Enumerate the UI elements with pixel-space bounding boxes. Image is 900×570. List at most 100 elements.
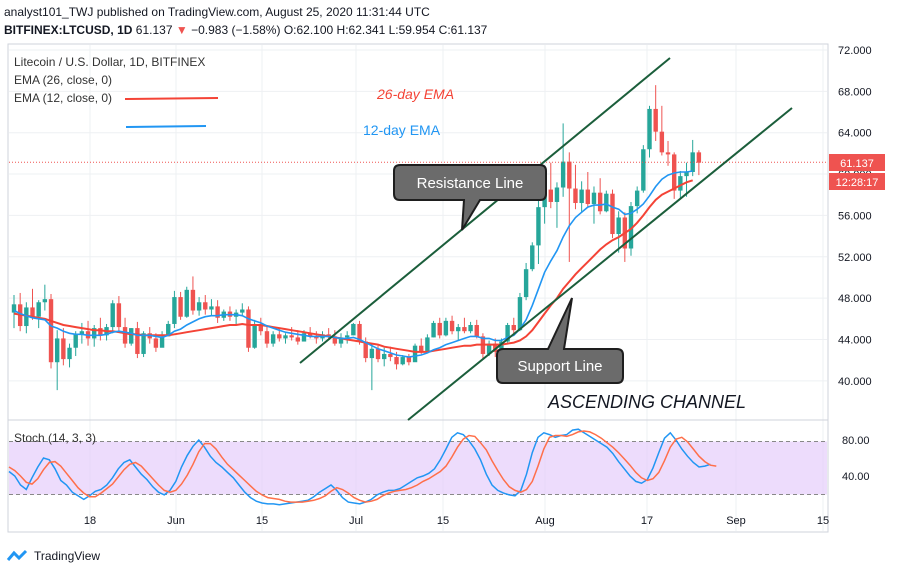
candle-body <box>141 333 146 354</box>
tradingview-footer[interactable]: TradingView <box>6 548 100 564</box>
candle-body <box>36 302 41 317</box>
candle-body <box>560 161 566 188</box>
candle-body <box>270 334 276 344</box>
candle-body <box>425 337 430 352</box>
candle-body <box>122 327 128 344</box>
candle-body <box>375 348 381 360</box>
candle-body <box>61 338 66 360</box>
ohlc-open: O:62.100 <box>283 23 334 37</box>
candle-body <box>79 331 85 335</box>
candle-body <box>388 353 393 358</box>
chart-title: Litecoin / U.S. Dollar, 1D, BITFINEX <box>14 55 205 69</box>
candle-body <box>511 325 516 331</box>
publish-info: analyst101_TWJ published on TradingView.… <box>4 5 430 19</box>
candle-body <box>536 207 541 246</box>
candle-body <box>184 289 189 317</box>
y-tick-label: 68.000 <box>838 86 872 98</box>
y-tick-label: 64.000 <box>838 128 872 140</box>
candle-body <box>258 325 263 332</box>
candle-body <box>499 341 504 352</box>
y-tick-label: 48.000 <box>838 293 872 305</box>
candle-body <box>338 337 344 344</box>
candle-body <box>48 299 54 363</box>
candle-body <box>351 323 356 336</box>
candle-body <box>203 302 208 310</box>
candle-body <box>159 336 165 348</box>
support-channel-line <box>407 107 793 421</box>
candle-body <box>394 357 399 365</box>
candle-body <box>110 303 115 328</box>
stoch-band <box>9 441 827 495</box>
candle-body <box>634 190 640 207</box>
candle-body <box>641 149 646 191</box>
candle-body <box>400 357 405 365</box>
ema26-legend-swatch <box>124 97 219 100</box>
candle-body <box>678 176 683 191</box>
candle-body <box>11 304 17 313</box>
candle-body <box>431 322 436 338</box>
y-tick-label: 52.000 <box>838 252 872 264</box>
resistance-callout: Resistance Line <box>393 164 547 231</box>
candle-body <box>215 306 220 318</box>
countdown-tag <box>829 173 885 190</box>
resistance-label: Resistance Line <box>417 175 524 192</box>
candle-body <box>295 337 301 342</box>
price-tag <box>829 154 885 171</box>
candle-body <box>462 327 467 332</box>
candle-body <box>246 309 251 348</box>
candle-body <box>449 320 455 332</box>
candle-body <box>579 189 584 204</box>
candle-body <box>129 328 134 344</box>
candle-body <box>277 334 282 339</box>
stoch-y-tick-label: 40.00 <box>842 471 870 483</box>
x-tick-label: Sep <box>726 515 746 527</box>
candle-body <box>585 189 591 205</box>
candle-body <box>443 320 449 336</box>
y-tick-label: 44.000 <box>838 334 872 346</box>
candle-body <box>493 343 498 352</box>
candle-body <box>505 325 510 342</box>
candle-body <box>665 152 671 155</box>
candle-body <box>42 299 48 303</box>
x-tick-label: 17 <box>641 515 653 527</box>
symbol-line: BITFINEX:LTCUSD, 1D 61.137 ▼ −0.983 (−1.… <box>4 23 487 37</box>
candle-body <box>456 327 461 332</box>
candle-body <box>307 333 313 337</box>
candle-body <box>135 328 140 354</box>
candle-body <box>382 353 387 360</box>
down-arrow-icon: ▼ <box>175 23 188 37</box>
x-tick-label: 15 <box>437 515 449 527</box>
ema12-line <box>13 170 693 358</box>
candle-body <box>326 334 331 337</box>
candle-body <box>240 309 245 313</box>
candle-body <box>647 108 652 150</box>
y-tick-label: 72.000 <box>838 45 872 57</box>
candle-body <box>67 347 72 360</box>
x-tick-label: 15 <box>817 515 829 527</box>
candle-body <box>30 307 35 317</box>
x-tick-label: Jul <box>349 515 363 527</box>
candle-body <box>486 343 492 354</box>
candle-body <box>172 297 177 324</box>
y-tick-label: 40.000 <box>838 376 872 388</box>
candle-body <box>406 357 412 363</box>
candle-body <box>153 338 159 348</box>
ema12-legend: EMA (12, close, 0) <box>14 91 112 105</box>
channel-annotation: ASCENDING CHANNEL <box>547 392 746 412</box>
candle-body <box>419 345 424 352</box>
price-tag-value: 61.137 <box>840 158 874 170</box>
candle-body <box>474 325 479 337</box>
candle-body <box>567 161 572 189</box>
candle-body <box>548 189 553 202</box>
candle-body <box>73 334 78 348</box>
support-callout: Support Line <box>496 297 624 384</box>
candle-body <box>264 331 270 344</box>
candle-body <box>610 193 615 235</box>
x-tick-label: 15 <box>256 515 268 527</box>
candle-body <box>178 297 183 317</box>
support-label: Support Line <box>517 358 602 375</box>
symbol-name: BITFINEX:LTCUSD, 1D <box>4 23 133 37</box>
candle-body <box>412 345 418 363</box>
ohlc-high: H:62.341 <box>336 23 386 37</box>
